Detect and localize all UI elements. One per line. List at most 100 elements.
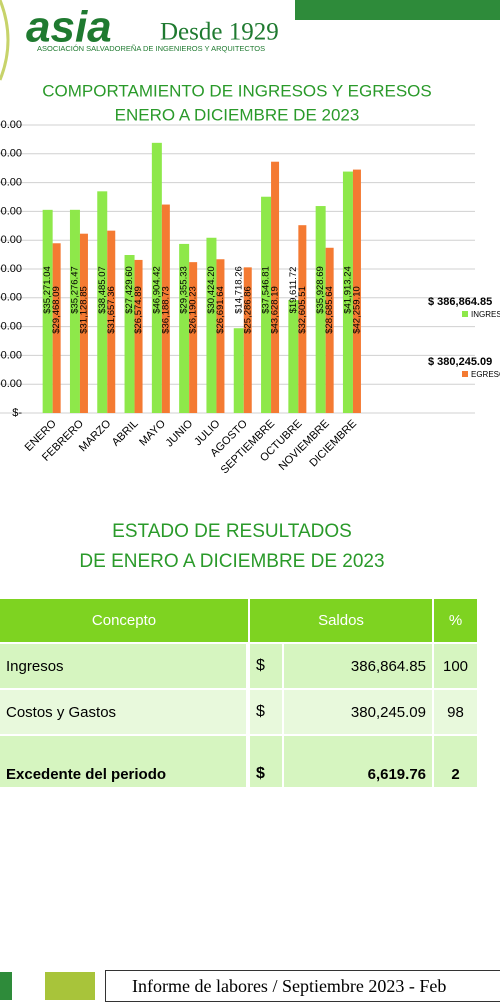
legend-total: $ 380,245.09 [428, 356, 492, 368]
bar [69, 209, 80, 413]
data-label: $28,685.64 [324, 286, 335, 334]
x-tick-label: ABRIL [110, 418, 141, 449]
bar [315, 206, 326, 413]
table-cell: $ [250, 690, 282, 734]
data-label: $31,128.85 [78, 286, 89, 334]
bar [288, 300, 299, 413]
header-row: Concepto Saldos% [0, 599, 477, 642]
bar [298, 225, 307, 413]
report-subtitle: DE ENERO A DICIEMBRE DE 2023 [79, 551, 384, 572]
table-cell: 386,864.85 [284, 644, 432, 688]
legend-label: INGRESOS [471, 310, 500, 319]
header-cell: Saldos [250, 599, 432, 642]
table-cell: 100 [434, 644, 477, 688]
y-tick-label: $15,000.00 [0, 321, 22, 333]
bar [79, 233, 88, 413]
data-label: $14,718.26 [233, 266, 244, 314]
bar [161, 204, 170, 413]
results-table: Concepto Saldos% Ingresos $386,864.85 100 Cos… [0, 597, 479, 789]
legend-label: EGRESOS [471, 370, 500, 379]
bar [352, 169, 361, 413]
y-tick-label: $- [12, 407, 22, 419]
table-row: Costos y Gastos $380,245.09 98 [0, 690, 477, 734]
header-cell: % [434, 599, 477, 642]
data-label: $42,259.10 [351, 286, 362, 334]
report-title: ESTADO DE RESULTADOS [112, 521, 352, 542]
table-cell: 380,245.09 [284, 690, 432, 734]
y-tick-label: $45,000.00 [0, 148, 22, 160]
data-label: $26,574.89 [133, 286, 144, 334]
footer-block [0, 972, 12, 1000]
bar [97, 191, 108, 413]
table-cell: Costos y Gastos [0, 690, 248, 734]
data-label: $46,904.42 [151, 266, 162, 314]
y-tick-label: $35,000.00 [0, 205, 22, 217]
footer-block [45, 972, 95, 1000]
decor-arc [0, 0, 10, 81]
x-tick-label: JUNIO [164, 417, 196, 449]
data-label: $35,276.47 [69, 266, 80, 314]
bar [52, 243, 61, 413]
data-label: $32,605.51 [297, 286, 308, 334]
org: ASOCIACIÓN SALVADOREÑA DE INGENIEROS Y A… [37, 44, 265, 53]
bar [107, 230, 116, 413]
data-label: $26,691.64 [215, 286, 226, 334]
data-label: $30,424.20 [206, 266, 217, 314]
legend-swatch [462, 311, 468, 317]
y-tick-label: $10,000.00 [0, 349, 22, 361]
data-label: $41,913.24 [342, 266, 353, 314]
data-label: $29,468.09 [51, 286, 62, 334]
table-cell: $ [250, 736, 282, 787]
bar [189, 262, 198, 413]
data-label: $38,485.07 [97, 266, 108, 314]
bar [179, 243, 190, 413]
bar [342, 171, 353, 413]
logo: asia [26, 3, 112, 52]
chart-subtitle: ENERO A DICIEMBRE DE 2023 [115, 105, 360, 124]
bar [261, 196, 272, 413]
data-label: $37,546.81 [261, 266, 272, 314]
data-label: $27,429.60 [124, 266, 135, 314]
data-label: $35,928.69 [315, 266, 326, 314]
data-label: $26,190.23 [188, 286, 199, 334]
y-tick-label: $5,000.00 [0, 378, 22, 390]
data-label: $25,286.86 [242, 286, 253, 334]
data-label: $36,188.73 [160, 286, 171, 334]
footer-text: Informe de labores / Septiembre 2023 - F… [105, 970, 500, 1002]
data-label: $19,611.72 [288, 267, 299, 314]
table-cell: 98 [434, 690, 477, 734]
bar [206, 237, 217, 413]
bar [216, 259, 225, 413]
bar [271, 161, 280, 413]
bar [233, 328, 244, 413]
chart-title: COMPORTAMIENTO DE INGRESOS Y EGRESOS [42, 81, 432, 100]
y-tick-label: $50,000.00 [0, 119, 22, 131]
data-label: $29,355.33 [179, 266, 190, 314]
since: Desde 1929 [160, 19, 279, 46]
header-cell: Concepto [0, 599, 248, 642]
y-tick-label: $20,000.00 [0, 292, 22, 304]
bar [124, 255, 135, 413]
table-row: Excedente del periodo $6,619.76 2 [0, 736, 477, 787]
table-cell: $ [250, 644, 282, 688]
legend-total: $ 386,864.85 [428, 296, 492, 308]
data-label: $43,628.19 [270, 286, 281, 334]
y-tick-label: $40,000.00 [0, 177, 22, 189]
bar [325, 247, 334, 413]
data-label: $31,657.36 [106, 286, 117, 334]
bar [42, 209, 53, 413]
table-cell: Ingresos [0, 644, 248, 688]
bar [243, 267, 252, 413]
legend-swatch [462, 371, 468, 377]
table-cell: 2 [434, 736, 477, 787]
table-cell: 6,619.76 [284, 736, 432, 787]
bar [134, 259, 143, 413]
y-tick-label: $25,000.00 [0, 263, 22, 275]
x-tick-label: MAYO [137, 417, 168, 448]
header-bar [295, 0, 500, 20]
y-tick-label: $30,000.00 [0, 234, 22, 246]
bar [151, 142, 162, 413]
table-cell: Excedente del periodo [0, 736, 248, 787]
